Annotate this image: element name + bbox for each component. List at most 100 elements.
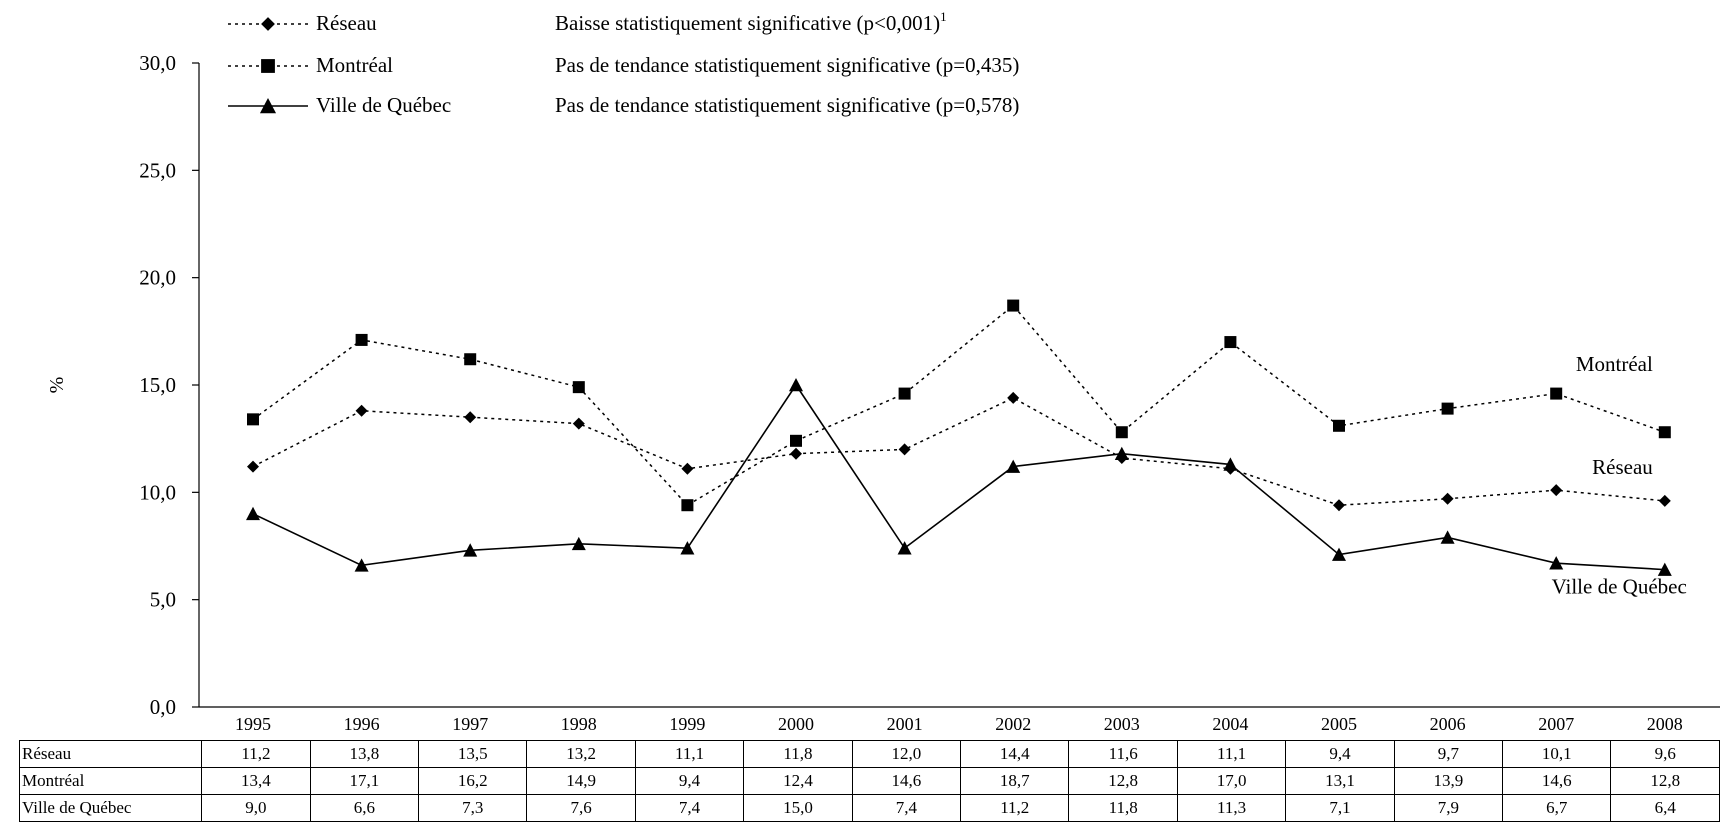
series-line-2: [252, 383, 1665, 571]
series-markers: [246, 299, 1672, 576]
data-point-square: [1550, 387, 1563, 400]
legend-marker-diamond: [261, 17, 275, 31]
data-point-square: [1658, 426, 1671, 439]
table-cell: 7,9: [1393, 794, 1504, 822]
table-row-label: Ville de Québec: [18, 794, 203, 822]
data-point-triangle: [680, 541, 695, 555]
table-cell: 17,0: [1176, 767, 1287, 795]
table-cell: 7,3: [418, 794, 528, 822]
data-point-triangle: [246, 506, 260, 521]
data-point-square: [681, 499, 694, 512]
table-row: Montréal 13,4 17,1 16,2 14,9 9,4 12,4 14,6 18,7 1…: [18, 767, 1720, 795]
line-end-label: Ville de Québec: [1552, 575, 1687, 599]
y-tick-label: 10,0: [139, 480, 176, 504]
x-tick-label: 2000: [778, 714, 814, 734]
data-point-triangle: [789, 378, 803, 392]
table-cell: 16,2: [418, 767, 528, 795]
table-cell: 9,4: [1285, 740, 1395, 768]
legend-series-name: Réseau: [316, 11, 377, 35]
data-point-triangle: [1440, 530, 1455, 544]
line-end-label: Réseau: [1592, 455, 1653, 479]
data-point-square: [1441, 402, 1454, 415]
data-point-diamond: [572, 417, 585, 430]
table-cell: 11,1: [1176, 740, 1287, 768]
data-point-square: [1115, 426, 1128, 439]
table-cell: 13,8: [309, 740, 420, 768]
table-cell: 6,6: [309, 794, 420, 822]
y-tick-label: 5,0: [150, 588, 176, 612]
data-point-triangle: [897, 541, 912, 555]
legend-series-name: Ville de Québec: [316, 93, 451, 117]
data-point-triangle: [354, 558, 369, 572]
data-point-diamond: [898, 443, 911, 456]
legend: Réseau Baisse statistiquement significati…: [228, 9, 1019, 117]
table-cell: 13,4: [201, 767, 311, 795]
x-tick-label: 2006: [1430, 714, 1466, 734]
line-end-labels: Réseau Montréal Ville de Québec: [1552, 352, 1687, 598]
table-cell: 11,1: [634, 740, 745, 768]
table-cell: 6,4: [1610, 794, 1720, 822]
table-cell: 12,8: [1610, 767, 1720, 795]
table-cell: 6,7: [1502, 794, 1612, 822]
table-cell: 7,6: [526, 794, 636, 822]
table-cell: 13,1: [1285, 767, 1395, 795]
data-point-triangle: [571, 536, 586, 551]
table-cell: 11,6: [1068, 740, 1178, 768]
x-tick-label: 1998: [561, 714, 597, 734]
table-cell: 13,2: [526, 740, 636, 768]
data-table: Réseau 11,2 13,8 13,5 13,2 11,1 11,8 12,0 14,4 11…: [18, 740, 1720, 822]
table-cell: 9,6: [1610, 740, 1720, 768]
line-chart: 0,05,010,015,020,025,030,0 1995 1996 1997 1…: [46, 9, 1720, 734]
x-tick-label: 2008: [1647, 714, 1683, 734]
x-tick-label: 2005: [1321, 714, 1357, 734]
table-cell: 10,1: [1502, 740, 1612, 768]
x-tick-label: 2004: [1212, 714, 1248, 734]
data-point-triangle: [1332, 547, 1346, 561]
data-point-square: [1007, 299, 1020, 312]
legend-marker-square: [261, 59, 275, 73]
data-point-triangle: [1549, 556, 1564, 570]
line-end-label: Montréal: [1576, 352, 1653, 376]
y-tick-label: 30,0: [139, 51, 176, 75]
x-tick-label: 2003: [1104, 714, 1140, 734]
y-axis: 0,0 5,0 10,0 15,0 20,0 25,0 30,0: [139, 51, 200, 719]
data-point-square: [1333, 419, 1345, 432]
table-cell: 14,6: [1502, 767, 1612, 795]
table-cell: 13,5: [418, 740, 528, 768]
data-point-triangle: [463, 543, 478, 557]
table-cell: 14,4: [960, 740, 1070, 768]
x-tick-label: 2002: [995, 714, 1031, 734]
data-point-diamond: [1007, 391, 1020, 404]
table-cell: 12,4: [743, 767, 853, 795]
x-tick-label: 1995: [235, 714, 271, 734]
data-point-diamond: [1550, 484, 1563, 497]
y-tick-label: 15,0: [139, 373, 176, 397]
table-cell: 11,2: [201, 740, 311, 768]
data-point-square: [355, 333, 368, 346]
data-point-triangle: [1114, 446, 1129, 460]
y-tick-label: 0,0: [150, 695, 176, 719]
table-cell: 11,3: [1176, 794, 1287, 822]
table-cell: 15,0: [743, 794, 853, 822]
table-cell: 14,6: [851, 767, 962, 795]
x-axis: 1995 1996 1997 1998 1999 2000 2001 2002 2003 2004…: [199, 706, 1720, 734]
table-cell: 9,0: [201, 794, 311, 822]
table-cell: 13,9: [1393, 767, 1504, 795]
legend-description: Baisse statistiquement significative (p<…: [555, 9, 947, 35]
data-point-square: [464, 353, 477, 366]
table-cell: 9,4: [634, 767, 745, 795]
data-point-square: [790, 434, 802, 447]
data-point-diamond: [1333, 499, 1345, 512]
table-cell: 11,8: [1068, 794, 1178, 822]
data-point-diamond: [681, 462, 694, 475]
series-line-0: [252, 397, 1665, 506]
x-tick-label: 2007: [1538, 714, 1574, 734]
legend-description: Pas de tendance statistiquement signific…: [555, 53, 1019, 77]
y-tick-label: 20,0: [139, 266, 176, 290]
table-row: Réseau 11,2 13,8 13,5 13,2 11,1 11,8 12,0 14,4 11…: [18, 740, 1720, 768]
table-cell: 7,1: [1285, 794, 1395, 822]
legend-description: Pas de tendance statistiquement signific…: [555, 93, 1019, 117]
data-point-diamond: [355, 404, 368, 417]
y-tick-label: 25,0: [139, 158, 176, 182]
table-row: Ville de Québec 9,0 6,6 7,3 7,6 7,4 15,0 7,4 11,…: [18, 794, 1720, 822]
